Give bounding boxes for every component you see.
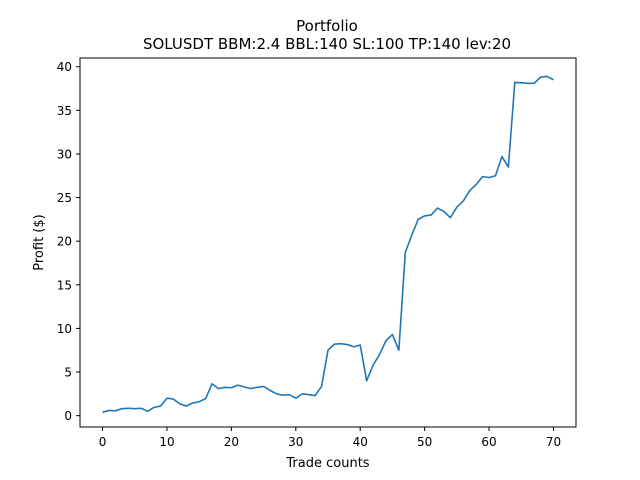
y-tick-label: 10	[57, 322, 72, 336]
y-tick-label: 15	[57, 278, 72, 292]
y-tick-label: 25	[57, 191, 72, 205]
x-axis-label: Trade counts	[285, 456, 369, 471]
chart-title: Portfolio	[296, 17, 358, 35]
x-tick-label: 50	[417, 435, 432, 449]
plot-frame	[79, 57, 577, 428]
x-tick-label: 70	[546, 435, 561, 449]
axis-ticks: 0 10 20 30 40 50 60 70 0 5 10 15 20 25 30 35 40	[57, 60, 561, 449]
x-tick-label: 60	[481, 435, 496, 449]
y-axis-label: Profit ($)	[32, 214, 47, 270]
x-tick-label: 0	[99, 435, 107, 449]
x-tick-label: 40	[353, 435, 368, 449]
y-tick-label: 40	[57, 60, 72, 74]
series-line	[102, 75, 554, 413]
x-tick-label: 30	[288, 435, 303, 449]
y-tick-label: 35	[57, 104, 72, 118]
y-tick-label: 5	[64, 366, 72, 380]
y-tick-label: 0	[64, 409, 72, 423]
y-tick-label: 30	[57, 147, 72, 161]
x-tick-label: 10	[159, 435, 174, 449]
x-tick-label: 20	[224, 435, 239, 449]
chart-subtitle: SOLUSDT BBM:2.4 BBL:140 SL:100 TP:140 le…	[143, 35, 511, 53]
y-tick-label: 20	[57, 235, 72, 249]
plot-line-group	[102, 75, 554, 413]
